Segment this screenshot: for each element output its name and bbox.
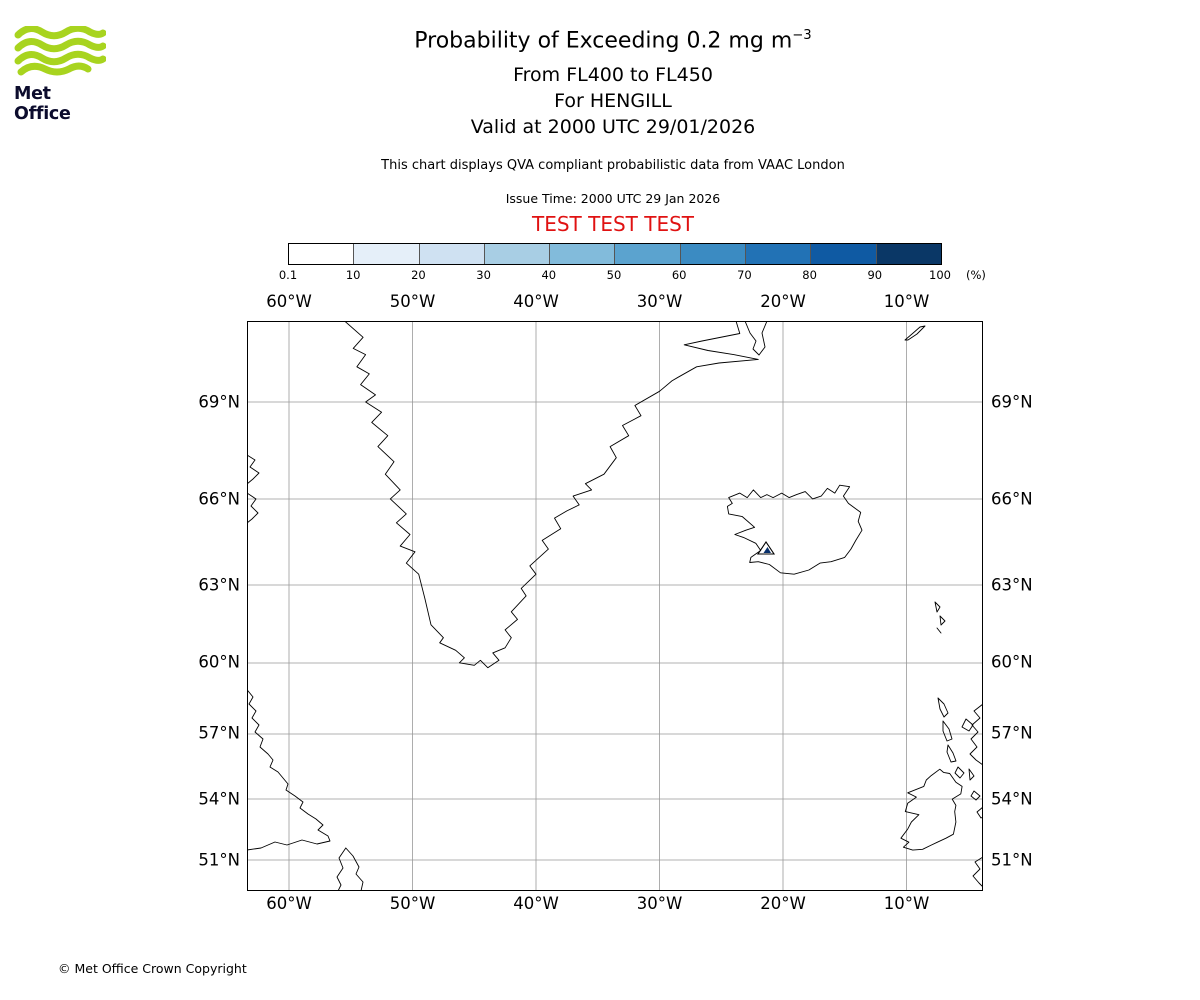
colorbar-segment xyxy=(679,244,746,264)
colorbar-segment xyxy=(418,244,484,264)
lat-label-right: 51°N xyxy=(991,850,1033,870)
colorbar-segment xyxy=(483,244,550,264)
hebrides-islands xyxy=(937,697,957,763)
volcano-marker xyxy=(756,541,776,555)
lon-label-bottom: 50°W xyxy=(389,894,436,913)
lat-label-right: 66°N xyxy=(991,489,1033,509)
lon-label-bottom: 30°W xyxy=(636,894,683,913)
lat-label-right: 69°N xyxy=(991,392,1033,412)
lon-label-bottom: 20°W xyxy=(760,894,806,913)
lon-label-bottom: 40°W xyxy=(513,894,559,913)
isle-of-man xyxy=(970,790,981,801)
probability-contour-patch xyxy=(763,547,771,553)
cornwall-fragment xyxy=(972,856,983,888)
colorbar-tick-label: 90 xyxy=(867,268,883,282)
colorbar-segment xyxy=(745,244,811,264)
lon-label-top: 60°W xyxy=(266,292,312,311)
subtitle-flight-levels: From FL400 to FL450 xyxy=(513,64,713,86)
coastlines xyxy=(247,321,983,891)
greenland-coastline xyxy=(344,321,759,669)
labrador-coastline xyxy=(247,689,331,851)
lon-label-bottom: 60°W xyxy=(266,894,312,913)
lat-label-right: 54°N xyxy=(991,789,1033,809)
baffin-island-coastline xyxy=(247,454,260,524)
newfoundland-coastline xyxy=(336,847,364,891)
lat-label-right: 57°N xyxy=(991,723,1033,743)
greenland-peninsula-coastline xyxy=(744,321,768,356)
copyright-notice: © Met Office Crown Copyright xyxy=(58,961,247,976)
colorbar-segment xyxy=(289,244,354,264)
islay-kintyre-islands xyxy=(954,766,975,781)
ireland-coastline xyxy=(900,768,963,851)
colorbar-tick-label: 10 xyxy=(345,268,361,282)
lat-label-left: 54°N xyxy=(198,789,240,809)
iceland-coastline xyxy=(726,484,863,575)
colorbar-tick-label: 80 xyxy=(802,268,817,282)
map-border xyxy=(247,321,983,891)
lat-label-left: 51°N xyxy=(198,850,240,870)
colorbar-tick-label: 30 xyxy=(476,268,491,282)
colorbar-tick-label: 40 xyxy=(541,268,557,282)
lon-label-top: 40°W xyxy=(513,292,559,311)
probability-colorbar xyxy=(288,243,942,265)
colorbar-segment xyxy=(353,244,419,264)
test-banner: TEST TEST TEST xyxy=(531,212,694,236)
lon-label-top: 30°W xyxy=(636,292,683,311)
map-canvas xyxy=(247,321,983,891)
colorbar-segment xyxy=(810,244,876,264)
qva-description: This chart displays QVA compliant probab… xyxy=(381,158,845,173)
met-office-logo-waves xyxy=(14,24,107,76)
subtitle-valid-time: Valid at 2000 UTC 29/01/2026 xyxy=(470,116,756,138)
skye-island xyxy=(961,718,974,732)
lat-label-right: 63°N xyxy=(991,575,1033,595)
chart-title: Probability of Exceeding 0.2 mg m−3 xyxy=(26,28,1200,53)
colorbar-tick-label: 70 xyxy=(737,268,752,282)
colorbar-segment xyxy=(875,244,941,264)
scotland-coastline xyxy=(969,703,983,766)
faroe-islands xyxy=(934,601,946,634)
lon-label-top: 10°W xyxy=(883,292,930,311)
colorbar-tick-label: 60 xyxy=(671,268,687,282)
chart-title-main: Probability of Exceeding 0.2 mg m xyxy=(414,28,793,54)
colorbar-unit-label: (%) xyxy=(966,268,986,282)
jan-mayen-island xyxy=(904,325,926,341)
lat-label-left: 57°N xyxy=(198,723,240,743)
lat-label-left: 60°N xyxy=(198,652,240,672)
met-office-logo-text: Met Office xyxy=(14,84,71,124)
met-office-logo: Met Office xyxy=(14,24,110,124)
subtitle-volcano-name: For HENGILL xyxy=(554,90,672,112)
colorbar-tick-label: 20 xyxy=(411,268,426,282)
lat-label-left: 69°N xyxy=(198,392,240,412)
lat-label-left: 63°N xyxy=(198,575,240,595)
volcano-triangle-icon xyxy=(756,541,776,555)
lat-label-right: 60°N xyxy=(991,652,1033,672)
lon-label-top: 50°W xyxy=(389,292,436,311)
colorbar-tick-label: 50 xyxy=(606,268,622,282)
issue-time: Issue Time: 2000 UTC 29 Jan 2026 xyxy=(505,191,721,206)
colorbar-segment xyxy=(614,244,680,264)
colorbar-tick-label: 0.1 xyxy=(278,268,298,282)
grid-lines xyxy=(247,321,983,891)
colorbar-segment xyxy=(549,244,615,264)
colorbar-tick-label: 100 xyxy=(929,268,951,282)
lon-label-bottom: 10°W xyxy=(883,894,930,913)
chart-title-exponent: −3 xyxy=(792,28,812,43)
lat-label-left: 66°N xyxy=(198,489,240,509)
lon-label-top: 20°W xyxy=(760,292,806,311)
